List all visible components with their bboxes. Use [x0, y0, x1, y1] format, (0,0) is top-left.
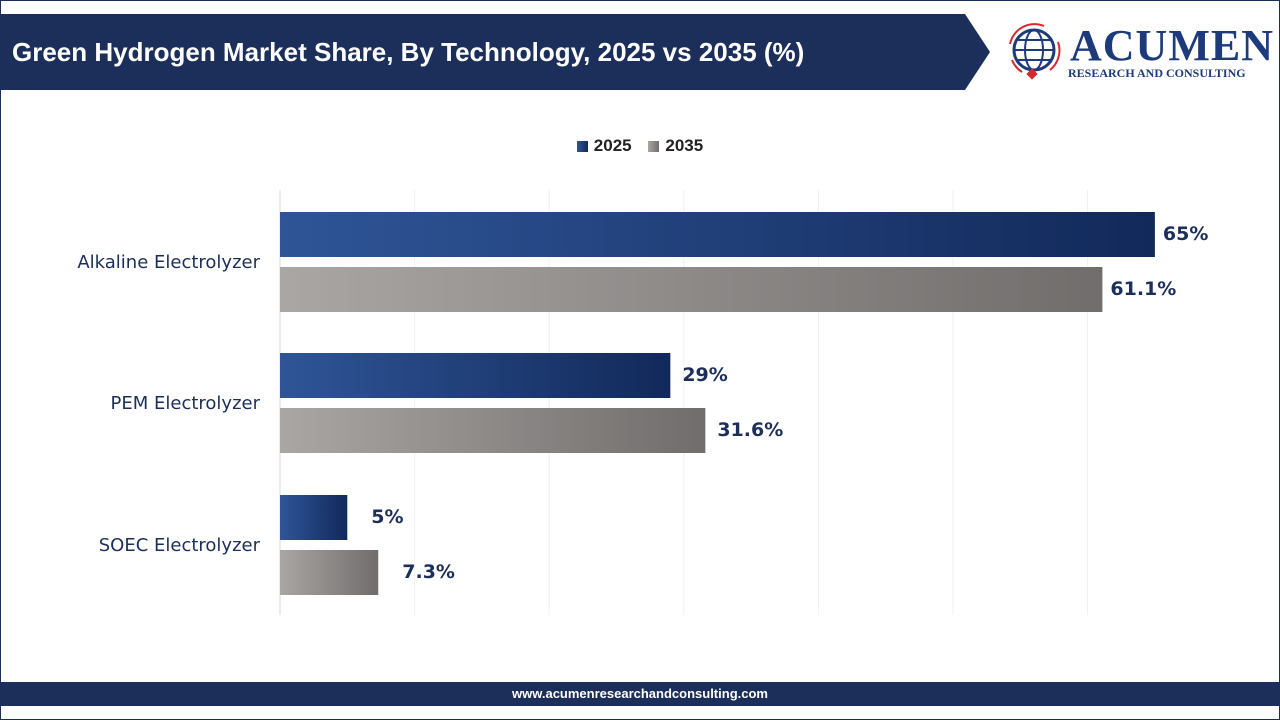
legend-label: 2025 [593, 136, 632, 155]
title-banner [0, 14, 990, 90]
data-label: 5% [371, 506, 404, 528]
bar-2025 [280, 495, 348, 540]
legend-swatch [576, 140, 588, 152]
category-label: SOEC Electrolyzer [98, 535, 260, 556]
data-label: 29% [682, 364, 728, 386]
legend-label: 2035 [665, 136, 704, 155]
globe-icon [1009, 23, 1061, 80]
data-label: 65% [1162, 223, 1209, 245]
legend-swatch [648, 140, 660, 152]
bar-2025 [280, 212, 1155, 257]
page-title: Green Hydrogen Market Share, By Technolo… [12, 37, 805, 67]
bar-2035 [280, 550, 379, 595]
logo-subtitle: RESEARCH AND CONSULTING [1068, 66, 1246, 80]
legend: 2025 2035 [0, 136, 1280, 157]
category-label: Alkaline Electrolyzer [77, 252, 260, 273]
category-label: PEM Electrolyzer [110, 393, 260, 414]
legend-item-2025: 2025 [576, 136, 632, 156]
footer-url: www.acumenresearchandconsulting.com [0, 682, 1280, 706]
bar-2035 [280, 267, 1103, 312]
logo: ACUMEN RESEARCH AND CONSULTING [1004, 22, 1273, 82]
logo-wordmark: ACUMEN [1070, 21, 1274, 70]
data-label: 61.1% [1110, 278, 1177, 300]
bar-2035 [280, 408, 706, 453]
data-label: 7.3% [402, 561, 455, 583]
data-label: 31.6% [717, 419, 784, 441]
legend-item-2035: 2035 [648, 136, 703, 156]
bar-2025 [280, 353, 671, 398]
